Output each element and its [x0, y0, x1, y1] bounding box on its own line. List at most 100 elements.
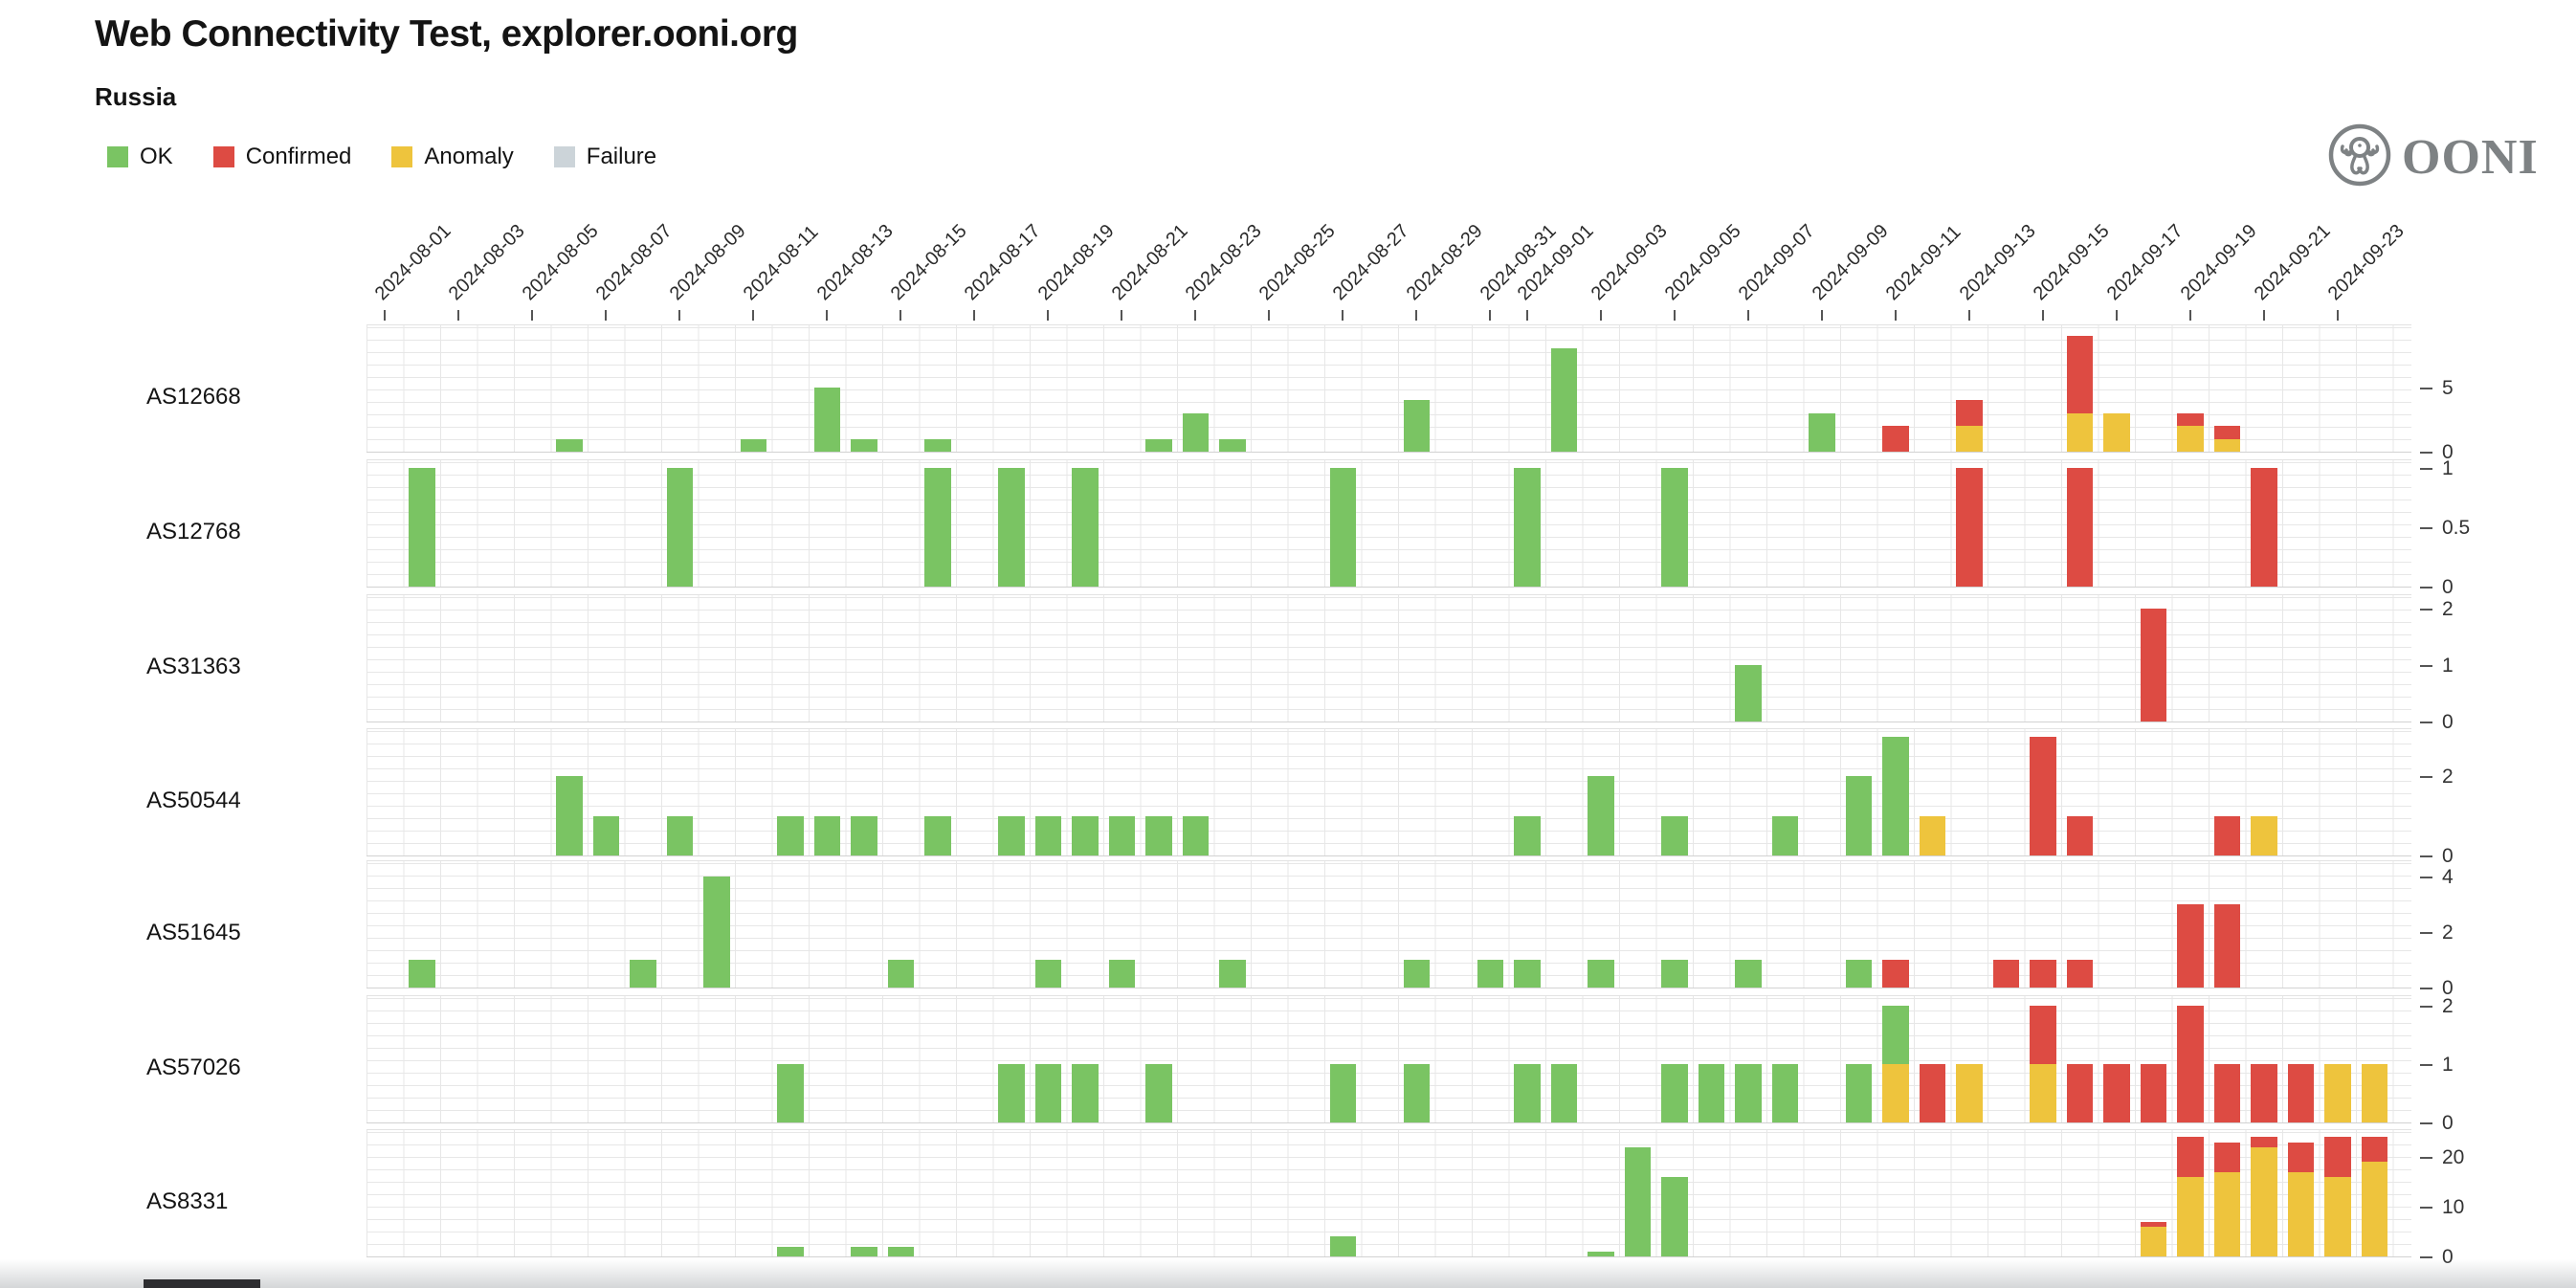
bar-segment-ok-2024-09-03[interactable] — [1588, 1251, 1614, 1256]
bar-segment-ok-2024-09-09[interactable] — [1809, 412, 1835, 452]
bar-segment-ok-2024-08-27[interactable] — [1329, 467, 1356, 587]
bar-segment-anomaly-2024-09-19[interactable] — [2177, 1176, 2204, 1256]
bar-segment-ok-2024-08-18[interactable] — [998, 467, 1025, 587]
bar-segment-anomaly-2024-09-19[interactable] — [2177, 426, 2204, 452]
bar-segment-anomaly-2024-09-11[interactable] — [1882, 1064, 1909, 1122]
bar-segment-ok-2024-08-10[interactable] — [703, 876, 730, 988]
bar-segment-confirmed-2024-09-16[interactable] — [2066, 335, 2093, 413]
bar-segment-ok-2024-08-27[interactable] — [1329, 1064, 1356, 1122]
bar-segment-ok-2024-09-03[interactable] — [1588, 960, 1614, 988]
bar-segment-confirmed-2024-09-20[interactable] — [2213, 1064, 2240, 1122]
bar-segment-ok-2024-08-06[interactable] — [556, 776, 583, 855]
bar-segment-confirmed-2024-09-18[interactable] — [2140, 1064, 2166, 1122]
bar-segment-confirmed-2024-09-20[interactable] — [2213, 904, 2240, 988]
bar-segment-confirmed-2024-09-23[interactable] — [2324, 1137, 2351, 1177]
bar-segment-anomaly-2024-09-20[interactable] — [2213, 438, 2240, 452]
bar-segment-ok-2024-09-01[interactable] — [1514, 815, 1541, 855]
bar-segment-ok-2024-08-08[interactable] — [630, 960, 656, 988]
bar-segment-ok-2024-09-05[interactable] — [1661, 1176, 1688, 1256]
bar-segment-ok-2024-09-11[interactable] — [1882, 736, 1909, 855]
bar-segment-ok-2024-09-10[interactable] — [1845, 776, 1872, 855]
bar-segment-confirmed-2024-09-20[interactable] — [2213, 426, 2240, 439]
bar-segment-ok-2024-08-19[interactable] — [1034, 815, 1061, 855]
bar-segment-ok-2024-09-10[interactable] — [1845, 1064, 1872, 1122]
bar-segment-ok-2024-08-23[interactable] — [1182, 815, 1209, 855]
bar-segment-confirmed-2024-09-16[interactable] — [2066, 1064, 2093, 1122]
bar-segment-ok-2024-08-02[interactable] — [409, 467, 435, 587]
bar-segment-confirmed-2024-09-20[interactable] — [2213, 1142, 2240, 1172]
bar-segment-ok-2024-09-07[interactable] — [1735, 664, 1762, 722]
bar-segment-ok-2024-08-18[interactable] — [998, 1064, 1025, 1122]
bar-segment-ok-2024-08-24[interactable] — [1219, 960, 1246, 988]
bar-segment-confirmed-2024-09-21[interactable] — [2251, 1064, 2277, 1122]
bar-segment-ok-2024-08-16[interactable] — [924, 815, 951, 855]
legend-item-failure[interactable]: Failure — [553, 144, 656, 170]
bar-segment-ok-2024-08-19[interactable] — [1034, 1064, 1061, 1122]
bar-segment-ok-2024-08-19[interactable] — [1034, 960, 1061, 988]
bar-segment-ok-2024-09-05[interactable] — [1661, 815, 1688, 855]
bar-segment-ok-2024-08-12[interactable] — [777, 1246, 804, 1256]
bar-segment-anomaly-2024-09-18[interactable] — [2140, 1226, 2166, 1256]
bar-segment-ok-2024-09-01[interactable] — [1514, 960, 1541, 988]
bar-segment-confirmed-2024-09-19[interactable] — [2177, 1137, 2204, 1177]
bar-segment-ok-2024-08-29[interactable] — [1403, 960, 1430, 988]
bar-segment-ok-2024-09-06[interactable] — [1698, 1064, 1724, 1122]
bar-segment-ok-2024-09-07[interactable] — [1735, 960, 1762, 988]
bar-segment-confirmed-2024-09-17[interactable] — [2103, 1064, 2130, 1122]
bar-segment-anomaly-2024-09-20[interactable] — [2213, 1171, 2240, 1256]
bar-segment-confirmed-2024-09-13[interactable] — [1956, 467, 1983, 587]
bar-segment-ok-2024-08-09[interactable] — [666, 467, 693, 587]
bar-segment-confirmed-2024-09-11[interactable] — [1882, 426, 1909, 452]
bar-segment-confirmed-2024-09-15[interactable] — [2030, 1006, 2056, 1065]
bar-segment-ok-2024-08-16[interactable] — [924, 438, 951, 452]
bar-segment-confirmed-2024-09-15[interactable] — [2030, 736, 2056, 855]
bar-segment-confirmed-2024-09-16[interactable] — [2066, 815, 2093, 855]
bar-segment-ok-2024-09-05[interactable] — [1661, 1064, 1688, 1122]
bar-segment-confirmed-2024-09-16[interactable] — [2066, 960, 2093, 988]
bar-segment-ok-2024-09-05[interactable] — [1661, 467, 1688, 587]
bar-segment-confirmed-2024-09-12[interactable] — [1919, 1064, 1945, 1122]
bar-segment-ok-2024-09-05[interactable] — [1661, 960, 1688, 988]
bar-segment-ok-2024-09-07[interactable] — [1735, 1064, 1762, 1122]
bar-segment-ok-2024-08-27[interactable] — [1329, 1236, 1356, 1256]
bar-segment-confirmed-2024-09-16[interactable] — [2066, 467, 2093, 587]
bar-segment-ok-2024-09-08[interactable] — [1771, 815, 1798, 855]
legend-item-confirmed[interactable]: Confirmed — [212, 144, 351, 170]
bar-segment-ok-2024-08-14[interactable] — [851, 438, 877, 452]
bar-segment-anomaly-2024-09-21[interactable] — [2251, 815, 2277, 855]
bar-segment-ok-2024-08-22[interactable] — [1145, 438, 1172, 452]
bar-segment-confirmed-2024-09-19[interactable] — [2177, 1006, 2204, 1122]
bar-segment-confirmed-2024-09-11[interactable] — [1882, 960, 1909, 988]
bar-segment-ok-2024-08-16[interactable] — [924, 467, 951, 587]
bar-segment-ok-2024-08-20[interactable] — [1072, 467, 1099, 587]
bar-segment-anomaly-2024-09-24[interactable] — [2361, 1064, 2387, 1122]
bar-segment-ok-2024-08-31[interactable] — [1477, 960, 1503, 988]
legend-item-anomaly[interactable]: Anomaly — [391, 144, 514, 170]
bar-segment-ok-2024-08-06[interactable] — [556, 438, 583, 452]
bar-segment-confirmed-2024-09-21[interactable] — [2251, 467, 2277, 587]
bar-segment-ok-2024-08-29[interactable] — [1403, 400, 1430, 452]
bar-segment-ok-2024-08-14[interactable] — [851, 1246, 877, 1256]
bar-segment-ok-2024-08-24[interactable] — [1219, 438, 1246, 452]
bar-segment-ok-2024-08-13[interactable] — [813, 815, 840, 855]
bar-segment-ok-2024-08-13[interactable] — [813, 387, 840, 452]
bar-segment-ok-2024-09-10[interactable] — [1845, 960, 1872, 988]
bar-segment-confirmed-2024-09-18[interactable] — [2140, 1221, 2166, 1227]
bar-segment-ok-2024-08-11[interactable] — [740, 438, 766, 452]
bar-segment-confirmed-2024-09-14[interactable] — [1992, 960, 2019, 988]
bar-segment-ok-2024-08-21[interactable] — [1108, 815, 1135, 855]
bar-segment-confirmed-2024-09-13[interactable] — [1956, 400, 1983, 427]
bar-segment-confirmed-2024-09-22[interactable] — [2287, 1064, 2314, 1122]
bar-segment-ok-2024-08-14[interactable] — [851, 815, 877, 855]
bar-segment-confirmed-2024-09-21[interactable] — [2251, 1137, 2277, 1147]
bar-segment-anomaly-2024-09-23[interactable] — [2324, 1064, 2351, 1122]
bar-segment-anomaly-2024-09-17[interactable] — [2103, 412, 2130, 452]
bar-segment-ok-2024-08-21[interactable] — [1108, 960, 1135, 988]
bar-segment-ok-2024-09-08[interactable] — [1771, 1064, 1798, 1122]
bar-segment-anomaly-2024-09-21[interactable] — [2251, 1146, 2277, 1256]
bar-segment-confirmed-2024-09-18[interactable] — [2140, 608, 2166, 722]
bar-segment-ok-2024-08-15[interactable] — [887, 1246, 914, 1256]
bar-segment-ok-2024-08-15[interactable] — [887, 960, 914, 988]
bar-segment-ok-2024-08-22[interactable] — [1145, 815, 1172, 855]
bar-segment-confirmed-2024-09-19[interactable] — [2177, 904, 2204, 988]
